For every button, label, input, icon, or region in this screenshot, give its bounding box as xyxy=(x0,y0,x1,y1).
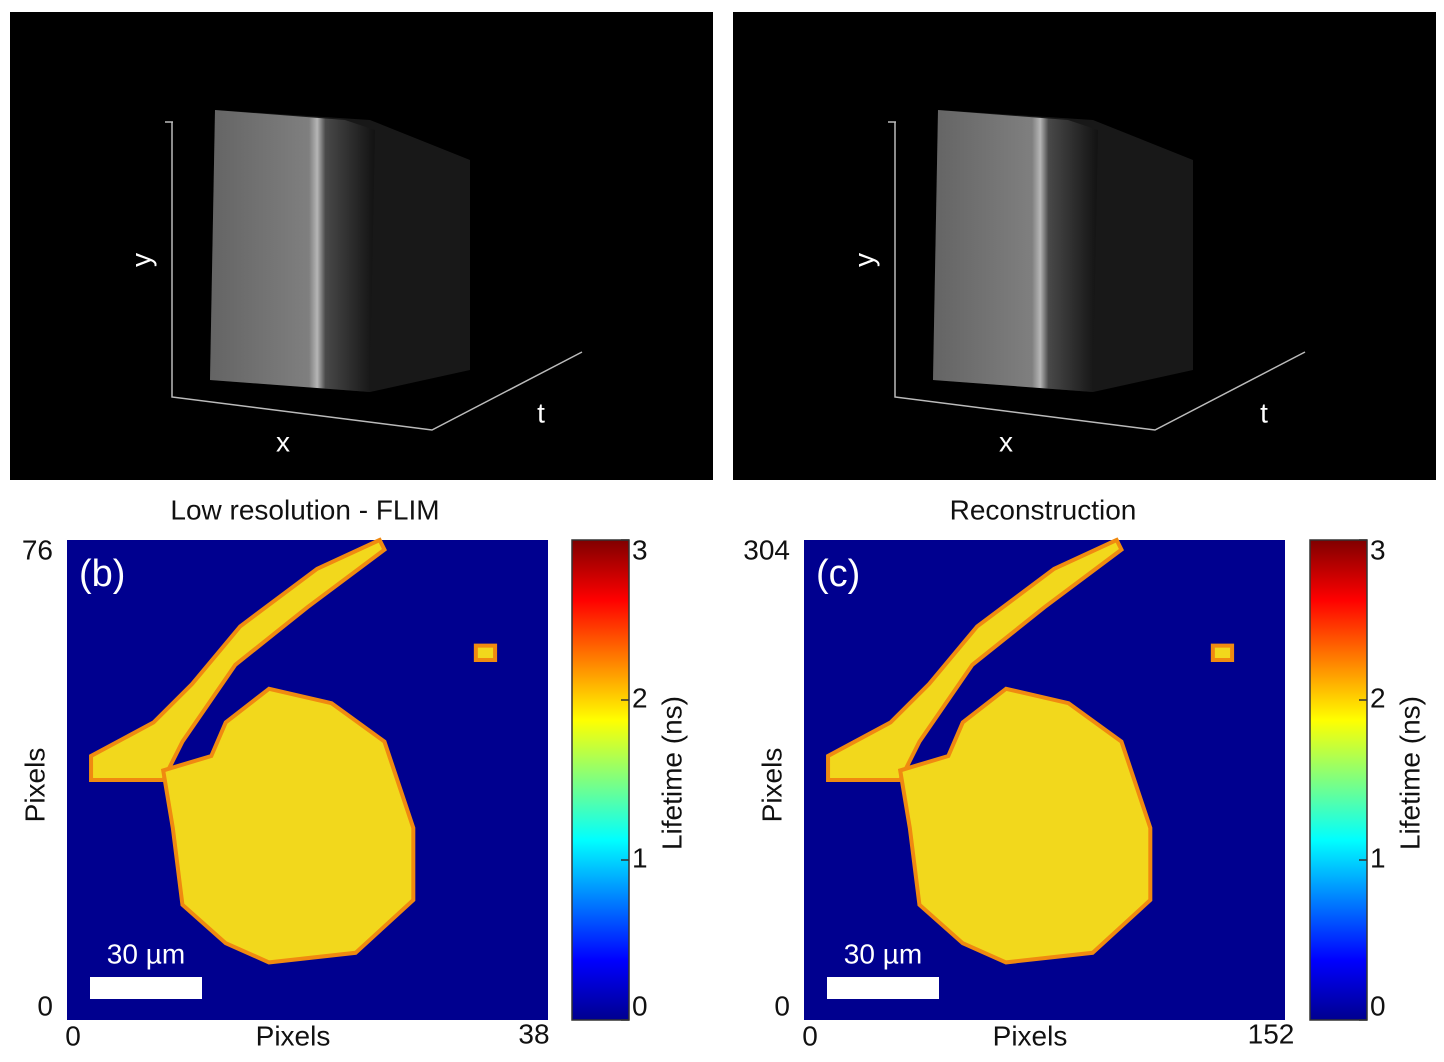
colorbar xyxy=(1309,539,1368,1021)
heatmap-region xyxy=(1210,643,1235,662)
y-axis-label: Pixels xyxy=(19,748,50,823)
colorbar-tick-label: 3 xyxy=(1370,534,1386,565)
x-axis-label: Pixels xyxy=(256,1020,331,1051)
colorbar xyxy=(571,539,630,1021)
colorbar-tick-label: 1 xyxy=(632,842,648,873)
x-tick-label: 0 xyxy=(65,1020,81,1051)
heatmap-region xyxy=(897,686,1153,965)
heatmap-region xyxy=(473,643,498,662)
heatmap-region xyxy=(89,537,387,782)
heatmap-region xyxy=(826,537,1124,782)
caption: Low resolution - FLIM xyxy=(170,494,439,525)
scale-bar-label: 30 µm xyxy=(107,938,185,969)
x-tick-label: 38 xyxy=(518,1018,549,1049)
colorbar-label: Lifetime (ns) xyxy=(1394,696,1425,850)
scale-bar xyxy=(827,977,939,999)
scale-bar-label: 30 µm xyxy=(844,938,922,969)
volume-axis-label: x xyxy=(276,426,290,457)
heatmap-region xyxy=(160,686,416,965)
volume-axis-label: x xyxy=(999,426,1013,457)
volume-front xyxy=(933,110,1098,392)
colorbar-tick-label: 0 xyxy=(632,990,648,1021)
caption: Reconstruction xyxy=(950,494,1137,525)
colorbar-tick-label: 1 xyxy=(1370,842,1386,873)
x-axis-label: Pixels xyxy=(993,1020,1068,1051)
volume-axis-label: t xyxy=(537,397,545,428)
volume-front xyxy=(210,110,375,392)
y-tick-label: 0 xyxy=(37,990,53,1021)
panel-label: (c) xyxy=(816,553,860,595)
x-tick-label: 152 xyxy=(1248,1018,1295,1049)
colorbar-tick-label: 2 xyxy=(1370,682,1386,713)
colorbar-tick-label: 2 xyxy=(632,682,648,713)
volume-axes xyxy=(888,121,1306,431)
volume-axis-label: t xyxy=(1260,397,1268,428)
volume-axis-label: y xyxy=(125,253,156,267)
x-tick-label: 0 xyxy=(802,1020,818,1051)
colorbar-tick-label: 0 xyxy=(1370,990,1386,1021)
y-tick-label: 304 xyxy=(743,534,790,565)
volume-axes xyxy=(165,121,583,431)
volume-axis-label: y xyxy=(848,253,879,267)
panel-label: (b) xyxy=(79,553,125,595)
y-axis-label: Pixels xyxy=(756,748,787,823)
colorbar-label: Lifetime (ns) xyxy=(656,696,687,850)
y-tick-label: 0 xyxy=(774,990,790,1021)
scale-bar xyxy=(90,977,202,999)
colorbar-tick-label: 3 xyxy=(632,534,648,565)
y-tick-label: 76 xyxy=(22,534,53,565)
